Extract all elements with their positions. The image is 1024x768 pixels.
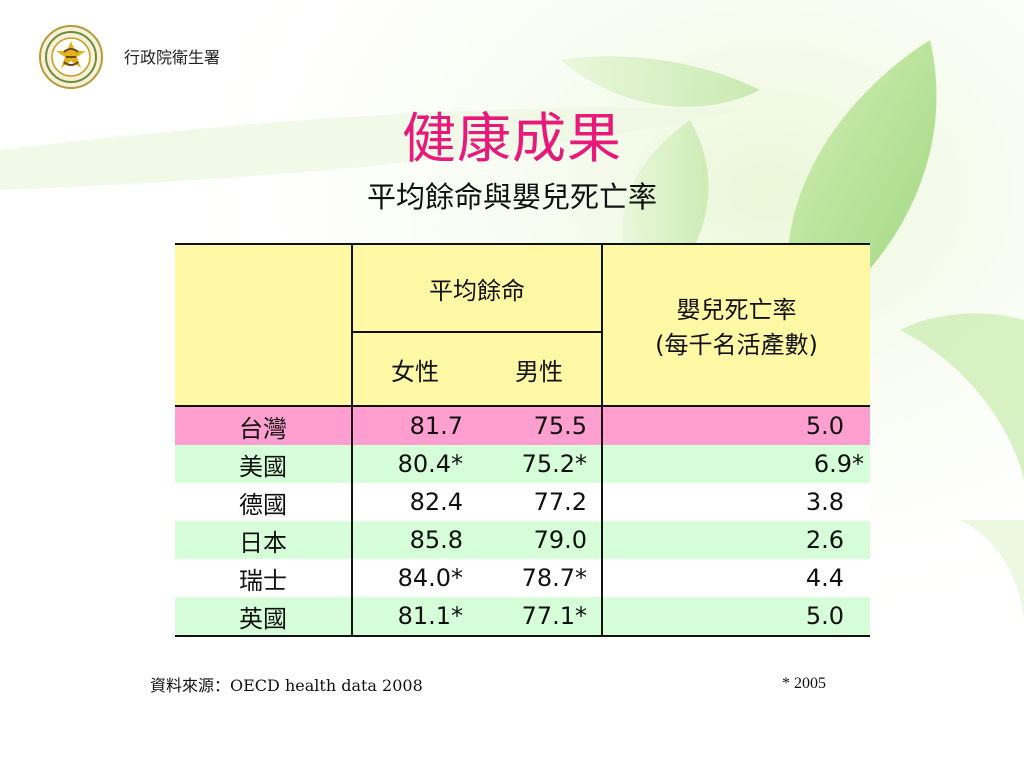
- country-cell: 瑞士: [175, 559, 352, 597]
- header-infant-mortality-line1: 嬰兒死亡率: [676, 296, 797, 324]
- female-cell: 85.8: [351, 521, 477, 559]
- page-subtitle: 平均餘命與嬰兒死亡率: [366, 180, 657, 214]
- female-cell: 82.4: [351, 483, 477, 521]
- header-infant-mortality-line2: (每千名活產數): [655, 331, 818, 359]
- infant-mortality-cell: 3.8: [601, 483, 870, 521]
- female-cell: 81.7: [351, 406, 477, 445]
- health-outcomes-table: 平均餘命 嬰兒死亡率 (每千名活產數) 女性 男性 台灣 81.7 75.5 5…: [175, 243, 870, 637]
- country-cell: 英國: [175, 597, 352, 637]
- male-cell: 77.1*: [477, 597, 602, 637]
- country-cell: 日本: [175, 521, 352, 559]
- table-row: 美國 80.4* 75.2* 6.9*: [175, 445, 870, 483]
- organization-name: 行政院衛生署: [124, 48, 221, 67]
- table-row: 德國 82.4 77.2 3.8: [175, 483, 870, 521]
- table-row: 台灣 81.7 75.5 5.0: [175, 406, 870, 445]
- data-source-note: 資料來源：OECD health data 2008: [150, 676, 423, 695]
- table-header-row-2: 女性 男性: [175, 332, 870, 407]
- table-row: 瑞士 84.0* 78.7* 4.4: [175, 559, 870, 597]
- male-cell: 79.0: [477, 521, 602, 559]
- infant-mortality-cell: 5.0: [601, 597, 870, 637]
- table-row: 日本 85.8 79.0 2.6: [175, 521, 870, 559]
- country-cell: 德國: [175, 483, 352, 521]
- male-cell: 77.2: [477, 483, 602, 521]
- country-cell: 美國: [175, 445, 352, 483]
- male-cell: 75.2*: [477, 445, 602, 483]
- infant-mortality-cell: 4.4: [601, 559, 870, 597]
- header-female: 女性: [351, 332, 477, 407]
- infant-mortality-cell: 5.0: [601, 406, 870, 445]
- page-title: 健康成果: [402, 107, 622, 170]
- female-cell: 80.4*: [351, 445, 477, 483]
- male-cell: 78.7*: [477, 559, 602, 597]
- table-header-empty-cell: [175, 243, 352, 407]
- department-of-health-emblem-icon: [39, 25, 103, 89]
- header-life-expectancy: 平均餘命: [351, 243, 602, 333]
- infant-mortality-cell: 2.6: [601, 521, 870, 559]
- table-row: 英國 81.1* 77.1* 5.0: [175, 597, 870, 637]
- male-cell: 75.5: [477, 406, 602, 445]
- female-cell: 81.1*: [351, 597, 477, 637]
- country-cell: 台灣: [175, 406, 352, 445]
- table-header-row-1: 平均餘命 嬰兒死亡率 (每千名活產數): [175, 243, 870, 407]
- infant-mortality-cell: 6.9*: [601, 445, 870, 483]
- header-male: 男性: [477, 332, 602, 407]
- header-infant-mortality: 嬰兒死亡率 (每千名活產數): [601, 243, 870, 407]
- footnote-year: * 2005: [782, 675, 826, 692]
- female-cell: 84.0*: [351, 559, 477, 597]
